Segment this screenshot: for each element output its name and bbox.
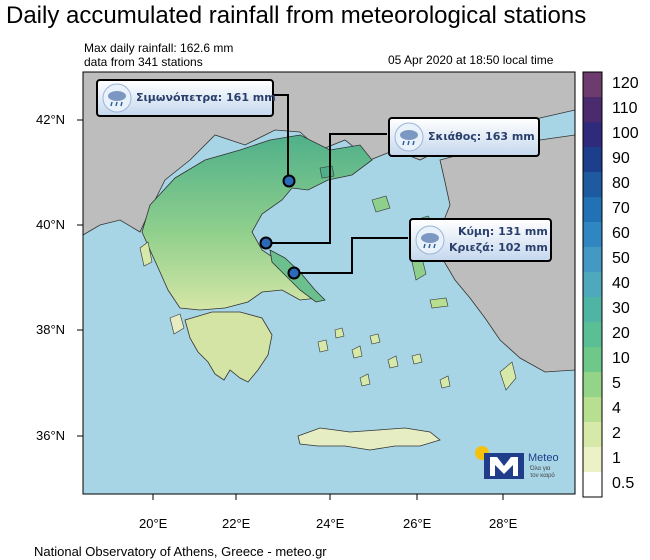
lon-tick-24: 24°E <box>316 516 345 531</box>
colorbar-label: 40 <box>612 274 630 292</box>
colorbar-label: 90 <box>612 149 630 167</box>
rain-cloud-icon <box>394 122 424 152</box>
colorbar-label: 50 <box>612 249 630 267</box>
callout-kymi-label: Κύμη: 131 mm <box>457 225 548 238</box>
colorbar-frame <box>582 71 603 498</box>
colorbar-label: 110 <box>612 99 638 117</box>
colorbar <box>582 71 603 498</box>
thasos-island <box>319 165 335 179</box>
colorbar-swatch <box>583 122 602 148</box>
colorbar-label: 70 <box>612 199 630 217</box>
callout-skiathos: Σκιάθος: 163 mm <box>388 117 540 157</box>
lon-tick-26: 26°E <box>403 516 432 531</box>
colorbar-swatch <box>583 172 602 198</box>
colorbar-label: 80 <box>612 174 630 192</box>
map-frame <box>82 71 576 495</box>
peloponnese <box>184 311 273 383</box>
meteo-logo-name: Meteo <box>528 452 559 464</box>
lat-tick-42: 42°N <box>36 112 66 127</box>
callout-skiathos-label: Σκιάθος: 163 mm <box>428 130 535 143</box>
station-count-info: data from 341 stations <box>84 55 203 69</box>
colorbar-swatch <box>583 322 602 348</box>
colorbar-label: 20 <box>612 324 630 342</box>
lat-tick-36: 36°N <box>36 428 66 443</box>
lat-tick-38: 38°N <box>36 322 66 337</box>
colorbar-label: 5 <box>612 374 621 392</box>
station-marker-skiathos <box>259 236 273 250</box>
meteo-logo <box>475 446 524 479</box>
colorbar-swatch <box>583 247 602 273</box>
colorbar-swatch <box>583 72 602 98</box>
colorbar-swatch <box>583 272 602 298</box>
colorbar-label: 0.5 <box>612 474 635 492</box>
meteo-logo-tagline-1: Όλα για <box>530 466 551 472</box>
timestamp: 05 Apr 2020 at 18:50 local time <box>388 53 554 67</box>
corfu-island <box>139 241 153 267</box>
colorbar-swatch <box>583 447 602 473</box>
colorbar-swatch <box>583 97 602 123</box>
crete-island <box>297 427 441 451</box>
lon-tick-22: 22°E <box>222 516 251 531</box>
colorbar-label: 2 <box>612 424 621 442</box>
colorbar-label: 30 <box>612 299 630 317</box>
footer-credit: National Observatory of Athens, Greece -… <box>34 544 327 559</box>
cyclades-islands <box>317 327 451 389</box>
colorbar-swatch <box>583 297 602 323</box>
max-rainfall-info: Max daily rainfall: 162.6 mm <box>84 41 234 55</box>
rain-cloud-icon <box>415 225 445 255</box>
colorbar-swatch <box>583 197 602 223</box>
callout-kriezа-label: Κριεζά: 102 mm <box>449 241 548 254</box>
colorbar-label: 10 <box>612 349 630 367</box>
kefalonia-island <box>169 313 185 335</box>
colorbar-label: 1 <box>612 449 621 467</box>
meteo-logo-tagline-2: τον καιρό <box>530 473 555 479</box>
colorbar-label: 120 <box>612 74 639 92</box>
colorbar-swatch <box>583 222 602 248</box>
colorbar-swatch <box>583 397 602 423</box>
lon-tick-20: 20°E <box>139 516 168 531</box>
callout-simonopetra: Σιμωνόπετρα: 161 mm <box>96 79 276 117</box>
lat-tick-40: 40°N <box>36 217 66 232</box>
rhodes-island <box>499 361 517 391</box>
rain-cloud-icon <box>102 83 132 113</box>
station-marker-simonopetra <box>282 174 296 188</box>
colorbar-swatch <box>583 147 602 173</box>
colorbar-label: 4 <box>612 399 621 417</box>
colorbar-swatch <box>583 472 602 498</box>
map-title: Daily accumulated rainfall from meteorol… <box>6 2 587 29</box>
samos-island <box>429 297 449 309</box>
callout-simonopetra-label: Σιμωνόπετρα: 161 mm <box>136 91 276 104</box>
colorbar-label: 100 <box>612 124 639 142</box>
station-marker-kymi <box>287 266 301 280</box>
axis-ticks <box>77 119 504 500</box>
lon-tick-28: 28°E <box>489 516 518 531</box>
colorbar-swatch <box>583 347 602 373</box>
lemnos-island <box>371 195 391 213</box>
callout-kymi-kriezа: Κύμη: 131 mm Κριεζά: 102 mm <box>409 218 552 262</box>
colorbar-swatch <box>583 422 602 448</box>
colorbar-label: 60 <box>612 224 630 242</box>
colorbar-swatch <box>583 372 602 398</box>
greece-mainland <box>141 134 373 311</box>
